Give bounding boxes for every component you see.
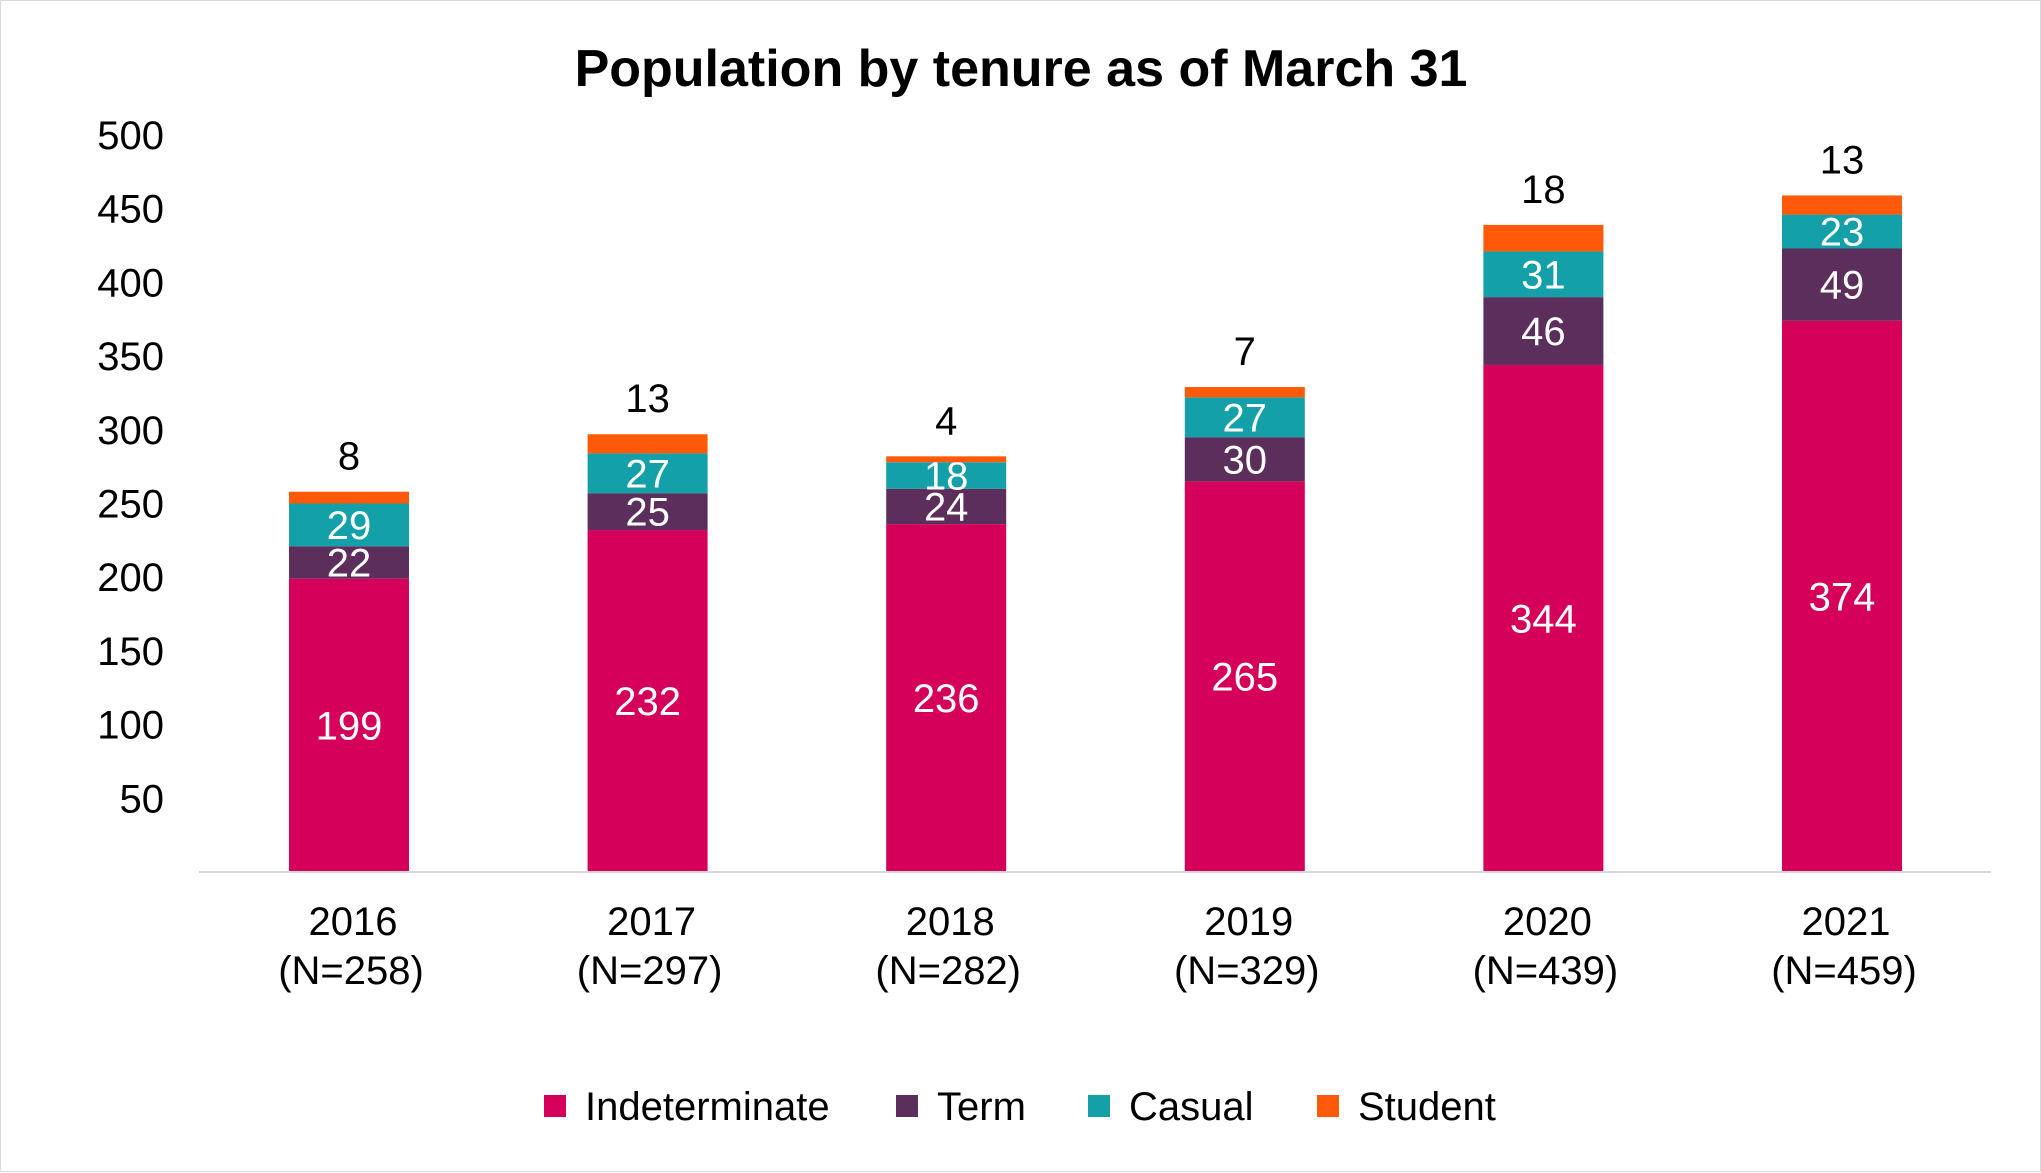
x-tick-count: (N=258) <box>278 949 424 993</box>
bar-stack-2021: 374 49 23 13 <box>1782 138 1902 872</box>
y-tick-label: 350 <box>97 335 164 379</box>
legend-swatch <box>1317 1095 1339 1117</box>
y-axis: 500 450 400 350 300 250 200 150 100 50 <box>97 114 164 821</box>
data-label-student: 13 <box>625 377 670 421</box>
bar-segment-term <box>1483 297 1604 365</box>
data-label-casual: 23 <box>1820 211 1865 255</box>
y-tick-label: 450 <box>97 188 164 232</box>
data-label-student: 13 <box>1820 138 1865 182</box>
bar-stack-2020: 344 46 31 18 <box>1483 168 1604 872</box>
data-label-casual: 31 <box>1521 253 1566 297</box>
data-label-student: 7 <box>1234 330 1256 374</box>
data-label-student: 8 <box>338 435 360 479</box>
x-tick-count: (N=459) <box>1771 949 1917 993</box>
chart-title: Population by tenure as of March 31 <box>575 40 1468 98</box>
legend-label: Casual <box>1129 1085 1254 1129</box>
bar-segment-term <box>1184 437 1305 482</box>
bar-segment-term <box>886 488 1007 525</box>
bar-segment-indeterminate <box>1184 481 1305 872</box>
data-label-indeterminate: 265 <box>1211 656 1278 700</box>
data-label-casual: 29 <box>327 504 372 548</box>
x-tick-count: (N=282) <box>875 949 1021 993</box>
data-label-term: 49 <box>1820 264 1865 308</box>
legend-label: Indeterminate <box>585 1085 830 1129</box>
bar-segment-indeterminate <box>587 530 708 872</box>
y-tick-label: 300 <box>97 409 164 453</box>
data-label-student: 18 <box>1521 168 1566 212</box>
data-label-casual: 27 <box>1223 396 1268 440</box>
legend-swatch <box>896 1095 918 1117</box>
bars: 1992229823225271323624184265302773444631… <box>289 138 1902 872</box>
bar-segment-casual <box>886 462 1007 489</box>
legend-item-indeterminate: Indeterminate <box>544 1085 830 1129</box>
x-tick-year: 2020 <box>1503 900 1592 944</box>
bar-segment-student <box>1184 387 1305 398</box>
legend-label: Student <box>1358 1085 1496 1129</box>
x-tick-year: 2018 <box>906 900 995 944</box>
legend: Indeterminate Term Casual Student <box>544 1085 1496 1129</box>
y-tick-label: 200 <box>97 556 164 600</box>
bar-segment-indeterminate <box>1782 320 1902 872</box>
bar-segment-indeterminate <box>886 524 1007 872</box>
bar-segment-term <box>1782 248 1902 321</box>
bar-segment-casual <box>1483 251 1604 298</box>
bar-segment-student <box>1483 224 1604 252</box>
bar-segment-student <box>886 456 1007 463</box>
legend-label: Term <box>937 1085 1026 1129</box>
bar-segment-indeterminate <box>1483 364 1604 872</box>
x-tick-year: 2021 <box>1802 900 1891 944</box>
y-tick-label: 50 <box>120 777 165 821</box>
bar-segment-casual <box>1184 397 1305 438</box>
legend-item-student: Student <box>1317 1085 1496 1129</box>
legend-swatch <box>1088 1095 1110 1117</box>
legend-item-term: Term <box>896 1085 1026 1129</box>
x-axis: 2016 (N=258) 2017 (N=297) 2018 (N=282) 2019 (N=… <box>278 900 1917 993</box>
bar-segment-student <box>1782 195 1902 215</box>
legend-swatch <box>544 1095 566 1117</box>
legend-item-casual: Casual <box>1088 1085 1254 1129</box>
data-label-indeterminate: 344 <box>1510 597 1577 641</box>
y-tick-label: 100 <box>97 704 164 748</box>
data-label-student: 4 <box>935 399 957 443</box>
data-label-indeterminate: 232 <box>614 680 681 724</box>
y-tick-label: 250 <box>97 483 164 527</box>
y-tick-label: 500 <box>97 114 164 158</box>
bar-segment-student <box>587 434 708 454</box>
data-label-indeterminate: 236 <box>913 677 980 721</box>
data-label-indeterminate: 374 <box>1809 575 1876 619</box>
x-tick-year: 2019 <box>1204 900 1293 944</box>
bar-segment-term <box>587 493 708 531</box>
bar-segment-casual <box>1782 214 1902 249</box>
data-label-indeterminate: 199 <box>316 704 383 748</box>
bar-segment-student <box>289 491 409 504</box>
data-label-term: 46 <box>1521 310 1566 354</box>
x-tick-count: (N=439) <box>1473 949 1619 993</box>
y-tick-label: 150 <box>97 630 164 674</box>
bar-segment-casual <box>289 503 409 547</box>
data-label-term: 30 <box>1223 438 1268 482</box>
x-tick-year: 2016 <box>309 900 398 944</box>
bar-segment-term <box>289 546 409 579</box>
y-tick-label: 400 <box>97 261 164 305</box>
bar-segment-indeterminate <box>289 578 409 872</box>
x-tick-count: (N=297) <box>577 949 723 993</box>
data-label-term: 24 <box>924 485 969 529</box>
bar-segment-casual <box>587 453 708 494</box>
x-tick-count: (N=329) <box>1174 949 1320 993</box>
data-label-term: 25 <box>625 491 670 535</box>
x-tick-year: 2017 <box>607 900 696 944</box>
data-label-term: 22 <box>327 541 372 585</box>
data-label-casual: 27 <box>625 452 670 496</box>
